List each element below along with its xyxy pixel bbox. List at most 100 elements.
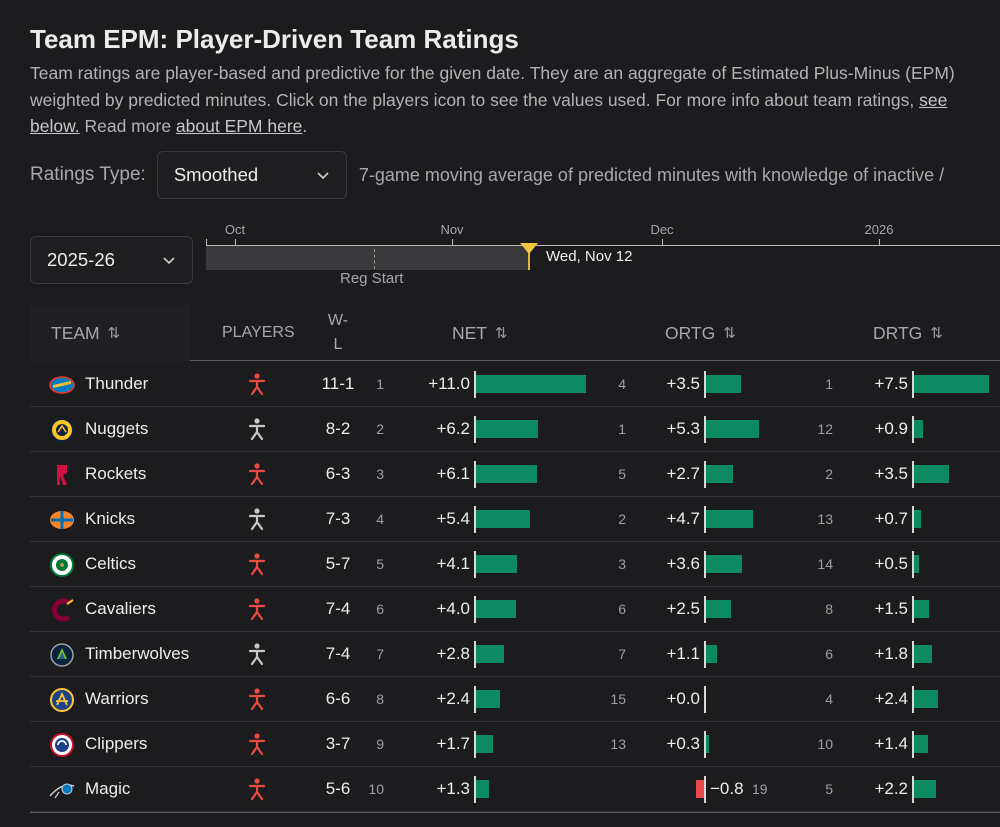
see-below-link[interactable]: see below. [30, 89, 948, 137]
team-logo-icon [49, 598, 75, 622]
regular-season-start-marker [374, 249, 375, 269]
ortg-zero-line [704, 551, 706, 578]
column-header-drtg[interactable]: DRTG ⇅ [873, 305, 943, 361]
timeline-handle[interactable] [520, 243, 538, 254]
ortg-rank: 6 [618, 601, 626, 617]
drtg-value: +1.8 [874, 644, 908, 663]
ortg-value: +0.3 [666, 734, 700, 753]
drtg-bar [913, 420, 923, 438]
column-header-team[interactable]: TEAM ⇅ [30, 305, 190, 361]
net-value: +11.0 [428, 374, 470, 393]
players-icon[interactable] [247, 507, 267, 531]
players-icon[interactable] [247, 417, 267, 441]
net-zero-line [474, 596, 476, 623]
drtg-zero-line [912, 596, 914, 623]
drtg-bar [913, 375, 989, 393]
ortg-value: +4.7 [666, 509, 700, 528]
sort-icon[interactable]: ⇅ [107, 325, 121, 342]
team-logo-icon [49, 508, 75, 532]
ratings-type-select[interactable]: Smoothed [156, 151, 347, 199]
players-icon[interactable] [247, 552, 267, 576]
team-name[interactable]: Rockets [85, 464, 147, 483]
net-rank: 4 [376, 511, 384, 527]
net-rank: 3 [376, 466, 384, 482]
players-icon[interactable] [247, 597, 267, 621]
team-name[interactable]: Magic [85, 779, 131, 798]
players-icon[interactable] [247, 777, 267, 801]
ortg-rank: 1 [618, 421, 626, 437]
description-text-2: Read more [79, 116, 176, 136]
team-logo-icon [49, 643, 75, 667]
net-rank: 1 [376, 376, 384, 392]
net-bar [475, 375, 586, 393]
timeline-month-oct: Oct [224, 222, 246, 237]
team-name[interactable]: Knicks [85, 509, 136, 528]
about-epm-link[interactable]: about EPM here [175, 116, 303, 136]
table-row [30, 812, 1000, 827]
players-icon[interactable] [247, 642, 267, 666]
net-bar [475, 600, 516, 618]
drtg-rank: 4 [825, 691, 833, 707]
description-text-1: Team ratings are player-based and predic… [30, 63, 955, 110]
table-row: Magic 5-6 10 +1.3 −0.8 19 5 +2.2 [30, 767, 1000, 812]
team-name[interactable]: Thunder [85, 374, 149, 393]
players-icon[interactable] [247, 372, 267, 396]
sort-icon[interactable]: ⇅ [495, 325, 508, 342]
page-title: Team EPM: Player-Driven Team Ratings [30, 24, 519, 54]
team-name[interactable]: Clippers [85, 734, 148, 753]
net-bar [475, 645, 504, 663]
win-loss: 8-2 [325, 419, 351, 438]
drtg-value: +2.2 [874, 779, 908, 798]
drtg-bar [913, 690, 938, 708]
team-name[interactable]: Warriors [85, 689, 149, 708]
drtg-zero-line [912, 371, 914, 398]
sort-icon[interactable]: ⇅ [723, 325, 736, 342]
net-zero-line [474, 776, 476, 803]
regular-season-start-label: Reg Start [340, 270, 404, 287]
ortg-zero-line [704, 596, 706, 623]
team-name[interactable]: Nuggets [85, 419, 149, 438]
ratings-type-note: 7-game moving average of predicted minut… [358, 164, 945, 185]
net-bar [475, 780, 489, 798]
ratings-type-value: Smoothed [173, 164, 259, 185]
drtg-bar [913, 600, 929, 618]
net-rank: 2 [376, 421, 384, 437]
timeline-month-2026: 2026 [864, 222, 894, 237]
column-header-wl-top: W- [327, 312, 349, 329]
chevron-down-icon [163, 257, 175, 265]
ortg-bar [705, 375, 741, 393]
column-header-players: PLAYERS [222, 324, 295, 341]
ortg-value: +5.3 [666, 419, 700, 438]
team-logo-icon [49, 463, 75, 487]
drtg-zero-line [912, 776, 914, 803]
net-value: +6.2 [436, 419, 470, 438]
net-zero-line [474, 641, 476, 668]
team-name[interactable]: Cavaliers [85, 599, 156, 618]
players-icon[interactable] [247, 687, 267, 711]
column-header-net-label: NET [452, 322, 487, 343]
players-icon[interactable] [247, 732, 267, 756]
table-row: Knicks 7-3 4 +5.4 2 +4.7 13 +0.7 [30, 497, 1000, 542]
ortg-zero-line [704, 371, 706, 398]
date-timeline[interactable]: Oct Nov Dec 2026 Reg Start Wed, Nov 12 [206, 215, 1000, 295]
drtg-rank: 10 [817, 736, 833, 752]
ortg-zero-line [704, 776, 706, 803]
team-name[interactable]: Celtics [85, 554, 137, 573]
ortg-zero-line [704, 641, 706, 668]
sort-icon[interactable]: ⇅ [930, 325, 943, 342]
column-header-net[interactable]: NET ⇅ [452, 305, 508, 361]
column-header-ortg-label: ORTG [665, 322, 716, 343]
drtg-rank: 1 [825, 376, 833, 392]
players-icon[interactable] [247, 462, 267, 486]
drtg-value: +0.9 [874, 419, 908, 438]
table-row: Nuggets 8-2 2 +6.2 1 +5.3 12 +0.9 [30, 407, 1000, 452]
net-zero-line [474, 551, 476, 578]
season-select[interactable]: 2025-26 [30, 236, 193, 284]
column-header-ortg[interactable]: ORTG ⇅ [665, 305, 736, 361]
net-value: +2.4 [436, 689, 470, 708]
team-name[interactable]: Timberwolves [85, 644, 190, 663]
ortg-value: +2.5 [666, 599, 700, 618]
ortg-bar [705, 555, 742, 573]
win-loss: 6-6 [325, 689, 351, 708]
column-header-drtg-label: DRTG [873, 322, 923, 343]
